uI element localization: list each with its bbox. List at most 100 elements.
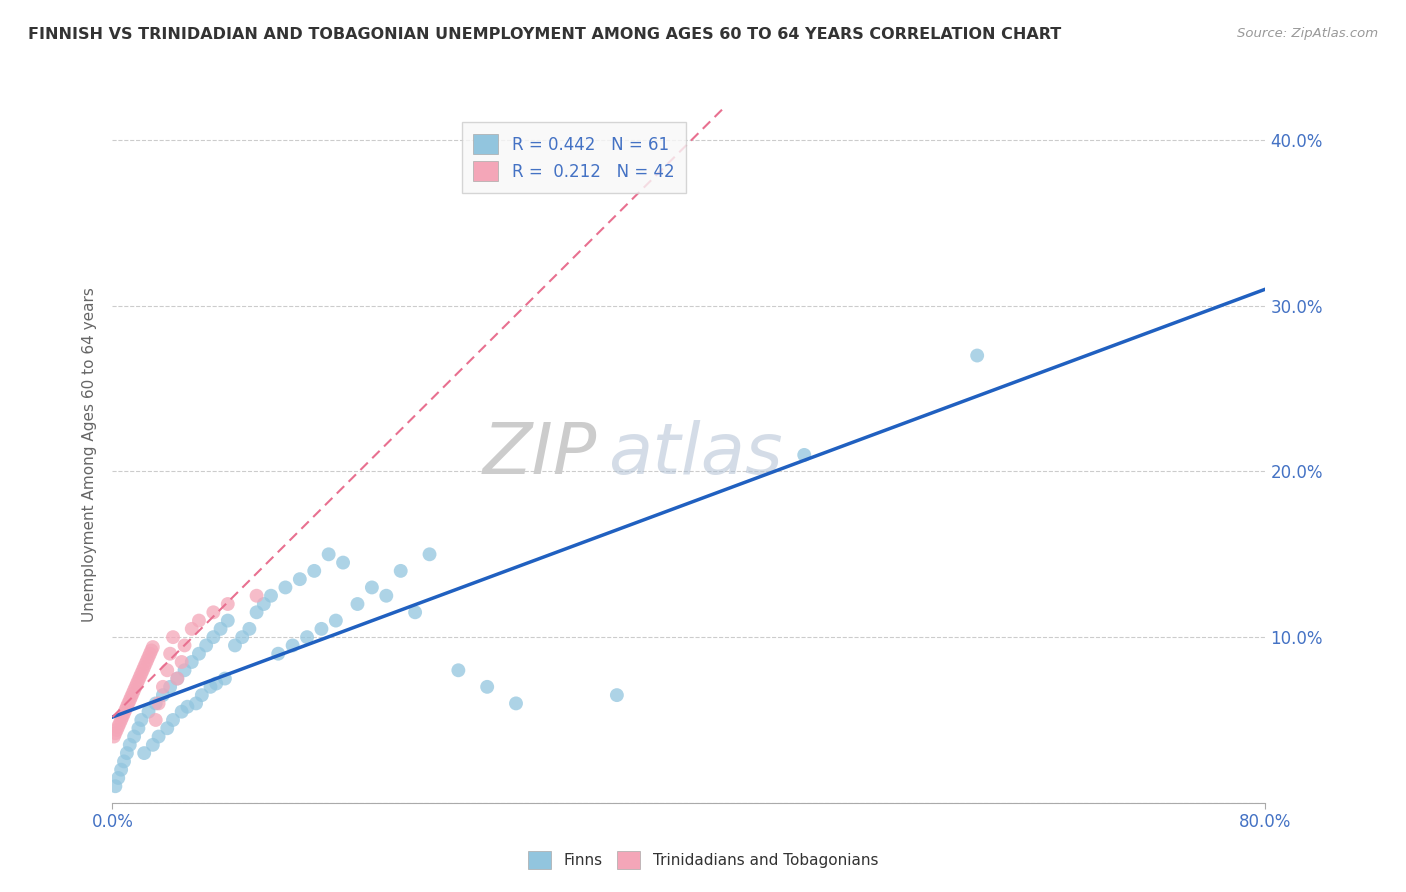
Point	[139, 647, 162, 661]
Point	[134, 660, 156, 674]
Point	[173, 663, 195, 677]
Point	[162, 713, 184, 727]
Point	[142, 738, 165, 752]
Point	[122, 683, 145, 698]
Point	[295, 630, 318, 644]
Point	[145, 713, 167, 727]
Point	[217, 597, 239, 611]
Text: atlas: atlas	[609, 420, 783, 490]
Point	[238, 622, 260, 636]
Point	[214, 672, 236, 686]
Point	[180, 622, 202, 636]
Point	[125, 676, 148, 690]
Point	[110, 763, 132, 777]
Y-axis label: Unemployment Among Ages 60 to 64 years: Unemployment Among Ages 60 to 64 years	[82, 287, 97, 623]
Point	[475, 680, 498, 694]
Point	[253, 597, 276, 611]
Point	[217, 614, 239, 628]
Point	[159, 647, 181, 661]
Point	[202, 630, 225, 644]
Point	[188, 647, 211, 661]
Point	[121, 686, 143, 700]
Point	[117, 697, 139, 711]
Legend: Finns, Trinidadians and Tobagonians: Finns, Trinidadians and Tobagonians	[522, 845, 884, 875]
Point	[122, 730, 145, 744]
Point	[209, 622, 232, 636]
Point	[111, 709, 134, 723]
Point	[142, 640, 165, 654]
Point	[332, 556, 354, 570]
Point	[166, 672, 188, 686]
Point	[118, 693, 141, 707]
Point	[159, 680, 181, 694]
Point	[138, 650, 160, 665]
Point	[191, 688, 214, 702]
Point	[114, 703, 136, 717]
Point	[389, 564, 412, 578]
Point	[245, 589, 267, 603]
Point	[304, 564, 326, 578]
Point	[110, 713, 132, 727]
Point	[156, 663, 179, 677]
Point	[288, 572, 311, 586]
Point	[419, 547, 441, 561]
Point	[156, 721, 179, 735]
Point	[447, 663, 470, 677]
Point	[107, 771, 129, 785]
Point	[205, 676, 228, 690]
Point	[152, 688, 174, 702]
Point	[108, 716, 131, 731]
Point	[404, 605, 426, 619]
Point	[170, 655, 193, 669]
Point	[118, 738, 141, 752]
Point	[224, 639, 246, 653]
Point	[170, 705, 193, 719]
Point	[112, 755, 135, 769]
Point	[127, 721, 149, 735]
Point	[152, 680, 174, 694]
Point	[346, 597, 368, 611]
Point	[136, 653, 159, 667]
Point	[148, 697, 170, 711]
Point	[127, 673, 149, 688]
Point	[231, 630, 253, 644]
Point	[135, 657, 157, 671]
Point	[311, 622, 333, 636]
Point	[112, 706, 135, 721]
Point	[129, 713, 153, 727]
Point	[375, 589, 398, 603]
Point	[318, 547, 340, 561]
Point	[104, 779, 127, 793]
Point	[505, 697, 527, 711]
Point	[115, 746, 138, 760]
Point	[325, 614, 347, 628]
Point	[105, 723, 128, 737]
Point	[162, 630, 184, 644]
Point	[267, 647, 290, 661]
Point	[202, 605, 225, 619]
Point	[793, 448, 815, 462]
Point	[606, 688, 628, 702]
Point	[188, 614, 211, 628]
Point	[129, 666, 153, 681]
Point	[173, 639, 195, 653]
Point	[176, 699, 198, 714]
Legend: R = 0.442   N = 61, R =  0.212   N = 42: R = 0.442 N = 61, R = 0.212 N = 42	[461, 122, 686, 193]
Point	[138, 705, 160, 719]
Point	[148, 730, 170, 744]
Point	[107, 720, 129, 734]
Point	[134, 746, 156, 760]
Point	[260, 589, 283, 603]
Point	[128, 670, 150, 684]
Point	[245, 605, 267, 619]
Point	[103, 730, 125, 744]
Point	[115, 699, 138, 714]
Point	[184, 697, 207, 711]
Point	[132, 663, 155, 677]
Point	[180, 655, 202, 669]
Point	[145, 697, 167, 711]
Text: Source: ZipAtlas.com: Source: ZipAtlas.com	[1237, 27, 1378, 40]
Point	[120, 690, 142, 704]
Point	[274, 581, 297, 595]
Point	[966, 349, 988, 363]
